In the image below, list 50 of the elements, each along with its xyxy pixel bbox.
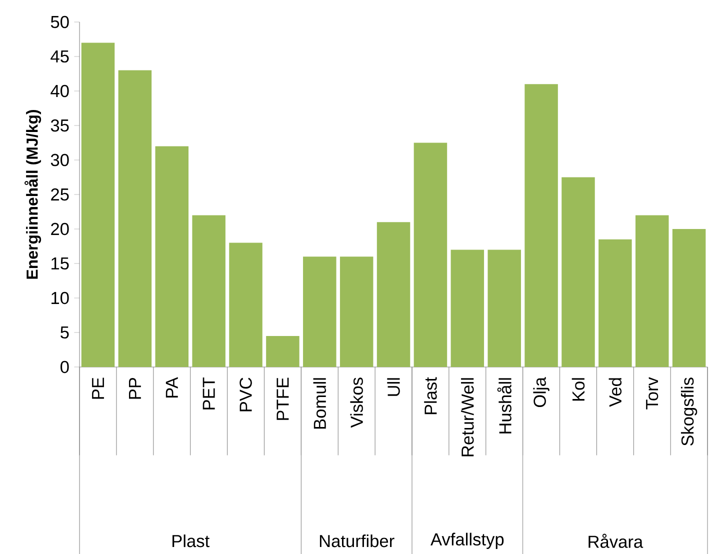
- x-tick-label: PP: [128, 378, 141, 399]
- bar: [524, 84, 558, 367]
- x-tick-label: Skogsflis: [680, 378, 698, 446]
- bar: [414, 142, 448, 367]
- x-tick-label: PVC: [240, 378, 252, 412]
- x-tick-label: Bomull: [313, 378, 326, 429]
- bar: [303, 256, 336, 367]
- x-tick-label: PA: [166, 377, 178, 398]
- bar: [192, 215, 226, 367]
- y-tick-label: 45: [50, 50, 69, 63]
- x-tick-label: Olja: [533, 377, 550, 408]
- x-tick-label: PE: [92, 378, 104, 399]
- x-tick-label: Plast: [424, 377, 437, 414]
- y-tick-label: 30: [50, 154, 69, 166]
- bar: [81, 42, 115, 367]
- y-tick-label: 20: [51, 222, 69, 236]
- bar: [118, 70, 152, 367]
- x-tick-label: Kol: [572, 378, 585, 401]
- y-tick-label: 10: [52, 292, 69, 304]
- x-tick-label: Viskos: [350, 378, 363, 428]
- y-tick-label: 35: [50, 119, 69, 132]
- y-tick-label: 50: [50, 16, 69, 28]
- text: Naturfiber: [320, 534, 394, 548]
- y-tick-label: 5: [60, 326, 69, 339]
- y-tick-label: 15: [52, 257, 69, 270]
- text: Avfallstyp: [430, 532, 504, 549]
- bar: [635, 215, 669, 367]
- bar: [340, 256, 374, 367]
- bar: [562, 177, 595, 367]
- y-tick-label: 40: [50, 84, 69, 98]
- x-tick-label: PET: [202, 377, 215, 410]
- x-tick-label: Retur/Well: [461, 378, 474, 456]
- text: Plast: [172, 534, 210, 548]
- bar: [598, 239, 632, 367]
- x-tick-label: Ull: [387, 378, 400, 396]
- x-tick-label: Ved: [608, 378, 622, 407]
- bar: [155, 146, 189, 367]
- y-tick-label: 0: [60, 360, 69, 374]
- x-tick-label: Hushåll: [497, 378, 512, 434]
- bar: [376, 222, 410, 367]
- y-axis-title: Energiinnehåll (MJ/kg): [24, 110, 42, 279]
- bar: [266, 336, 300, 367]
- y-tick-label: 25: [51, 188, 69, 201]
- text: Råvara: [588, 534, 644, 548]
- x-tick-label: Torv: [646, 377, 658, 410]
- bar: [229, 242, 262, 367]
- x-tick-label: PTFE: [276, 378, 289, 420]
- bar: [450, 250, 484, 367]
- bar: [672, 229, 706, 367]
- bar: [488, 250, 521, 367]
